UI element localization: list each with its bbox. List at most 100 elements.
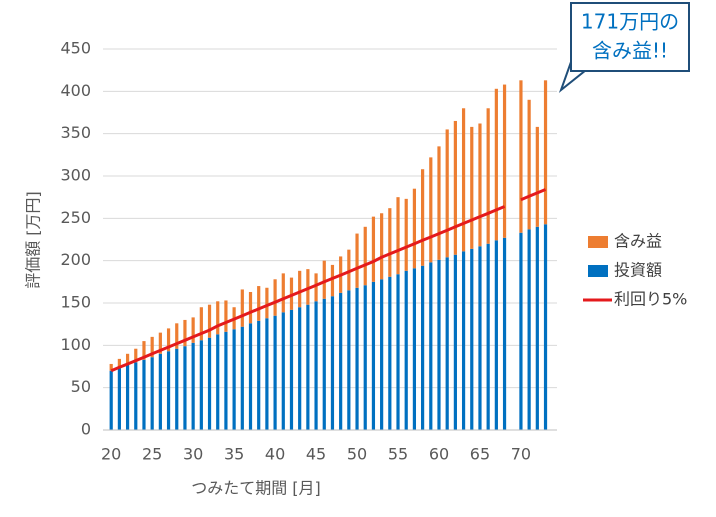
legend-swatch (588, 265, 608, 277)
y-tick-label: 0 (81, 420, 91, 439)
bar (117, 358, 121, 369)
bar (453, 120, 457, 255)
bar (109, 363, 113, 371)
bar (322, 298, 326, 430)
bar (240, 326, 244, 430)
bar (421, 265, 425, 430)
x-tick-label: 60 (429, 445, 449, 464)
bar (273, 279, 277, 316)
bar (527, 229, 531, 430)
callout-box (570, 2, 690, 72)
bar (330, 264, 335, 297)
bar (363, 285, 367, 430)
bar (502, 84, 507, 238)
bar (429, 262, 433, 430)
bar (519, 80, 523, 233)
bar (486, 243, 490, 430)
bar (207, 337, 212, 430)
bar (494, 240, 498, 430)
y-tick-label: 400 (60, 81, 91, 100)
bar (412, 268, 417, 430)
bar (281, 273, 285, 313)
y-tick-label: 350 (60, 123, 91, 142)
bar (429, 157, 433, 263)
bar (494, 88, 498, 241)
bar (330, 296, 335, 430)
bar (347, 290, 351, 430)
bar (142, 359, 146, 430)
bar (175, 323, 179, 349)
bar (461, 251, 466, 430)
bar (150, 336, 154, 358)
bar (298, 270, 302, 308)
bar (166, 351, 171, 430)
bar (527, 99, 531, 230)
bar (306, 269, 310, 305)
bar (347, 249, 351, 291)
bar (314, 301, 318, 430)
y-tick-label: 200 (60, 250, 91, 269)
bar (224, 331, 228, 430)
y-tick-label: 50 (71, 377, 91, 396)
legend-label: 含み益 (614, 232, 662, 251)
bar (535, 126, 539, 227)
bar (216, 301, 220, 335)
bar (371, 281, 376, 430)
bar (486, 108, 490, 244)
bar (445, 129, 449, 258)
bar (150, 357, 154, 430)
bar (322, 260, 326, 299)
bar (134, 362, 138, 430)
y-tick-label: 250 (60, 208, 91, 227)
bar (412, 188, 417, 269)
bar (281, 312, 285, 430)
bar (355, 233, 359, 288)
bar (232, 329, 236, 430)
bar (437, 259, 441, 430)
bar (248, 291, 253, 324)
bar (273, 315, 277, 430)
x-tick-label: 55 (388, 445, 408, 464)
bar (109, 370, 113, 430)
bar (380, 279, 384, 430)
bar (502, 237, 507, 430)
bar (445, 257, 449, 430)
y-tick-label: 300 (60, 166, 91, 185)
bar (289, 277, 294, 310)
bar (265, 318, 269, 430)
bar (404, 270, 408, 430)
annotation: 含み益!! (592, 39, 668, 63)
bar (355, 287, 359, 430)
x-tick-label: 45 (306, 445, 326, 464)
bar (543, 224, 548, 430)
bar (117, 368, 121, 430)
bar (183, 346, 187, 430)
x-tick-label: 70 (511, 445, 531, 464)
bar (461, 108, 466, 252)
bar (363, 226, 367, 286)
bar (388, 208, 392, 277)
line (110, 188, 547, 373)
legend-label: 利回り5% (614, 290, 687, 309)
bar (478, 123, 482, 247)
bar (543, 80, 548, 225)
y-tick-label: 450 (60, 39, 91, 58)
bar (199, 307, 203, 341)
bar (183, 319, 187, 347)
bar (339, 292, 343, 430)
x-tick-label: 20 (101, 445, 121, 464)
bar (142, 341, 146, 360)
bar (199, 340, 203, 430)
bar (396, 197, 400, 275)
bar (388, 276, 392, 430)
bar (478, 246, 482, 430)
x-axis-title: つみたて期間 [月] (191, 479, 321, 498)
bar (470, 126, 474, 249)
bar (216, 334, 220, 430)
bar (207, 304, 212, 338)
bar (453, 254, 457, 430)
x-tick-label: 65 (470, 445, 490, 464)
bar (125, 364, 130, 430)
